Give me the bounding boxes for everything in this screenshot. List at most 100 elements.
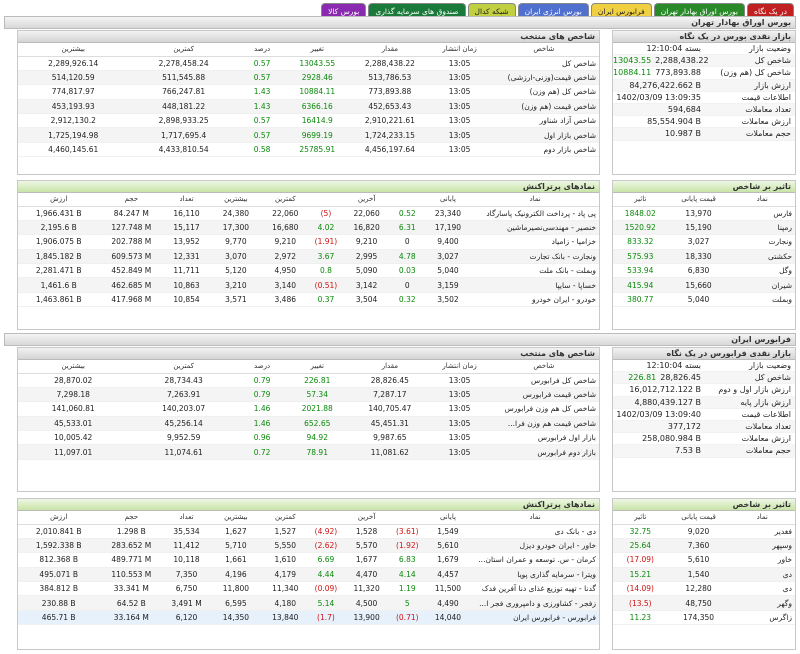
summary-row: وضعیت بازار بسته 12:10:04	[613, 43, 795, 56]
summary-row: وضعیت بازار بسته 12:10:04	[613, 360, 795, 373]
summary-row: شاخص کل (هم وزن) 10884.11 773,893.88	[613, 67, 795, 80]
table-row[interactable]: وگل 6,830 533.94	[613, 263, 795, 279]
table-row[interactable]: شاخص قیمت(وزنی-ارزشی) 13:05 513,786.53 2928…	[18, 70, 599, 86]
trade-close: 14,040	[424, 610, 472, 626]
summary-label: وضعیت بازار	[749, 361, 791, 370]
index-value: 773,893.88	[349, 84, 431, 100]
table-row[interactable]: شاخص قیمت (هم وزن) 13:05 452,653.43 6366.16…	[18, 99, 599, 115]
table-row[interactable]: فرابورس - فرابورس ایران 14,040 (0.71) 13,90…	[18, 610, 599, 626]
trade-last: 1,677	[343, 552, 390, 568]
impact-price: 18,330	[667, 249, 730, 265]
table-row[interactable]: فارس 13,970 1848.02	[613, 206, 795, 221]
trade-close: 5,610	[424, 538, 472, 554]
table-row[interactable]: ونجارت 3,027 833.32	[613, 234, 795, 250]
table-row[interactable]: وسپهر 7,360 25.64	[613, 538, 795, 554]
index-value: 9,987.65	[349, 430, 431, 446]
impact-price: 48,750	[667, 595, 730, 611]
trade-high: 3,070	[209, 249, 263, 265]
fara-summary-list: وضعیت بازار بسته 12:10:04 شاخص کل 226.81 28,…	[613, 360, 795, 458]
trade-last-change: (1.7)	[308, 610, 344, 626]
table-row[interactable]: پی پاد - پرداخت الکترونیک پاسارگاد 23,340…	[18, 206, 599, 221]
summary-value: بسته 12:10:04	[613, 360, 705, 371]
index-name: شاخص آزاد شناور	[488, 113, 599, 129]
tehran-indices-title: شاخص های منتخب	[18, 31, 599, 43]
trade-close-change: 5	[389, 595, 425, 611]
tehran-summary-panel: بازار نقدی بورس در یک نگاه وضعیت بازار بس…	[612, 30, 796, 175]
trade-high: 24,380	[209, 206, 263, 221]
summary-number: 1402/03/09 13:09:35	[616, 92, 701, 102]
tehran-section-title: بورس اوراق بهادار تهران	[4, 16, 796, 29]
index-time: 13:05	[430, 373, 489, 388]
trade-last: 9,210	[343, 234, 390, 250]
column-header: پایانی	[424, 193, 472, 207]
trade-high: 11,800	[209, 581, 263, 597]
table-row[interactable]: زاگرس 174,350 11.23	[613, 610, 795, 626]
table-row[interactable]: شاخص کل (هم وزن) 13:05 773,893.88 10884.11 1…	[18, 84, 599, 100]
trade-value: 495.071 B	[18, 567, 100, 583]
table-row[interactable]: دی - بانک دی 1,549 (3.61) 1,528 (4.92) 1,527 1…	[18, 524, 599, 539]
table-row[interactable]: بازار اول فرابورس 13:05 9,987.65 94.92 0.96 9…	[18, 430, 599, 446]
index-name: شاخص قیمت(وزنی-ارزشی)	[488, 70, 599, 86]
trade-count: 35,534	[163, 524, 210, 539]
table-row[interactable]: شاخص کل 13:05 2,288,438.22 13043.55 0.57 2,27…	[18, 56, 599, 71]
table-row[interactable]: ونجارت - بانک تجارت 3,027 4.78 2,995 3.67 2,9…	[18, 249, 599, 265]
index-low: 140,203.07	[128, 401, 239, 417]
tehran-summary-title: بازار نقدی بورس در یک نگاه	[613, 31, 795, 43]
table-row[interactable]: خودرو - ایران خودرو 3,502 0.32 3,504 0.37 3,4…	[18, 292, 599, 308]
column-header: تعداد	[163, 511, 210, 525]
column-header: بیشترین	[18, 360, 129, 374]
trade-close: 3,027	[424, 249, 472, 265]
trade-volume: 462.685 M	[99, 277, 164, 293]
table-row[interactable]: شاخص بازار دوم 13:05 4,456,197.64 25785.91 0…	[18, 142, 599, 158]
index-time: 13:05	[430, 444, 489, 460]
table-row[interactable]: بازار دوم فرابورس 13:05 11,081.62 78.91 0.72…	[18, 444, 599, 460]
table-row[interactable]: شاخص کل هم وزن فرابورس 13:05 140,705.47 202…	[18, 401, 599, 417]
table-row[interactable]: خنصیر - مهندسی‌نصیرماشین 17,190 6.31 16,820…	[18, 220, 599, 236]
impact-symbol: وسپهر	[729, 538, 795, 554]
index-high: 514,120.59	[18, 70, 129, 86]
table-row[interactable]: خاور - ایران خودرو دیزل 5,610 (1.92) 5,570(…	[18, 538, 599, 554]
index-low: 28,734.43	[128, 373, 239, 388]
table-row[interactable]: فغدیر 9,020 32.75	[613, 524, 795, 539]
table-row[interactable]: خزامیا - زامیاد 9,400 0 9,210 (1.91) 9,210 9,7…	[18, 234, 599, 250]
table-row[interactable]: شاخص کل فرابورس 13:05 28,826.45 226.81 0.79 2…	[18, 373, 599, 388]
trade-count: 3,491 M	[163, 595, 210, 611]
trade-count: 6,750	[163, 581, 210, 597]
table-row[interactable]: وگهر 48,750 (13.5)	[613, 595, 795, 611]
trade-symbol: ونجارت - بانک تجارت	[471, 249, 599, 265]
table-row[interactable]: زفجر - کشاورزی و دامپروری فجر ا... 4,490 5…	[18, 595, 599, 611]
table-header-row: نماد قیمت پایانی تاثیر	[613, 511, 795, 525]
index-low: 2,278,458.24	[128, 56, 239, 71]
trade-symbol: وبملت - بانک ملت	[471, 263, 599, 279]
table-row[interactable]: حکشتی 18,330 575.93	[613, 249, 795, 265]
index-change: 10884.11	[285, 84, 350, 100]
table-row[interactable]: شاخص آزاد شناور 13:05 2,910,221.61 16414.9 0…	[18, 113, 599, 129]
summary-number: 28,826.45	[660, 373, 701, 383]
column-header: بیشترین	[18, 43, 129, 57]
table-row[interactable]: رمپنا 15,190 1520.92	[613, 220, 795, 236]
table-row[interactable]: خاور 5,610 (17.09)	[613, 552, 795, 568]
index-name: شاخص کل (هم وزن)	[488, 84, 599, 100]
table-row[interactable]: گدنا - تهیه توزیع غذای دنا آفرین فدک 11,5…	[18, 581, 599, 597]
summary-number: 773,893.88	[655, 68, 701, 78]
table-row[interactable]: وبملت 5,040 380.77	[613, 292, 795, 308]
index-name: شاخص قیمت (هم وزن)	[488, 99, 599, 115]
table-row[interactable]: دی 12,280 (14.09)	[613, 581, 795, 597]
fara-trades-table: نماد پایانی آخرین کمترین بیشترین تعداد حجم ارزش…	[18, 511, 599, 626]
table-row[interactable]: دی 1,540 15.21	[613, 567, 795, 583]
table-row[interactable]: شاخص بازار اول 13:05 1,724,233.15 9699.19 0.…	[18, 127, 599, 143]
table-row[interactable]: کرمان - س. توسعه و عمران استان... 1,679 6.…	[18, 552, 599, 568]
trade-value: 1,966.431 B	[18, 206, 100, 221]
trade-symbol: خاور - ایران خودرو دیزل	[471, 538, 599, 554]
table-row[interactable]: شاخص قیمت فرابورس 13:05 7,287.17 57.34 0.79 7…	[18, 387, 599, 403]
table-row[interactable]: شیران 15,660 415.94	[613, 277, 795, 293]
table-row[interactable]: وبملت - بانک ملت 5,040 0.03 5,090 0.8 4,950 5,…	[18, 263, 599, 279]
index-name: شاخص کل فرابورس	[488, 373, 599, 388]
trade-last-change: (1.91)	[308, 234, 344, 250]
column-header: بیشترین	[209, 193, 263, 207]
summary-label: اطلاعات قیمت	[741, 92, 791, 102]
table-row[interactable]: خساپا - سایپا 3,159 0 3,142 (0.51) 3,140 3,210…	[18, 277, 599, 293]
index-name: شاخص کل هم وزن فرابورس	[488, 401, 599, 417]
table-row[interactable]: شاخص قیمت هم وزن فرا... 13:05 45,451.31 652…	[18, 416, 599, 432]
table-row[interactable]: ویترا - سرمایه گذاری پویا 4,457 4.14 4,470 4…	[18, 567, 599, 583]
